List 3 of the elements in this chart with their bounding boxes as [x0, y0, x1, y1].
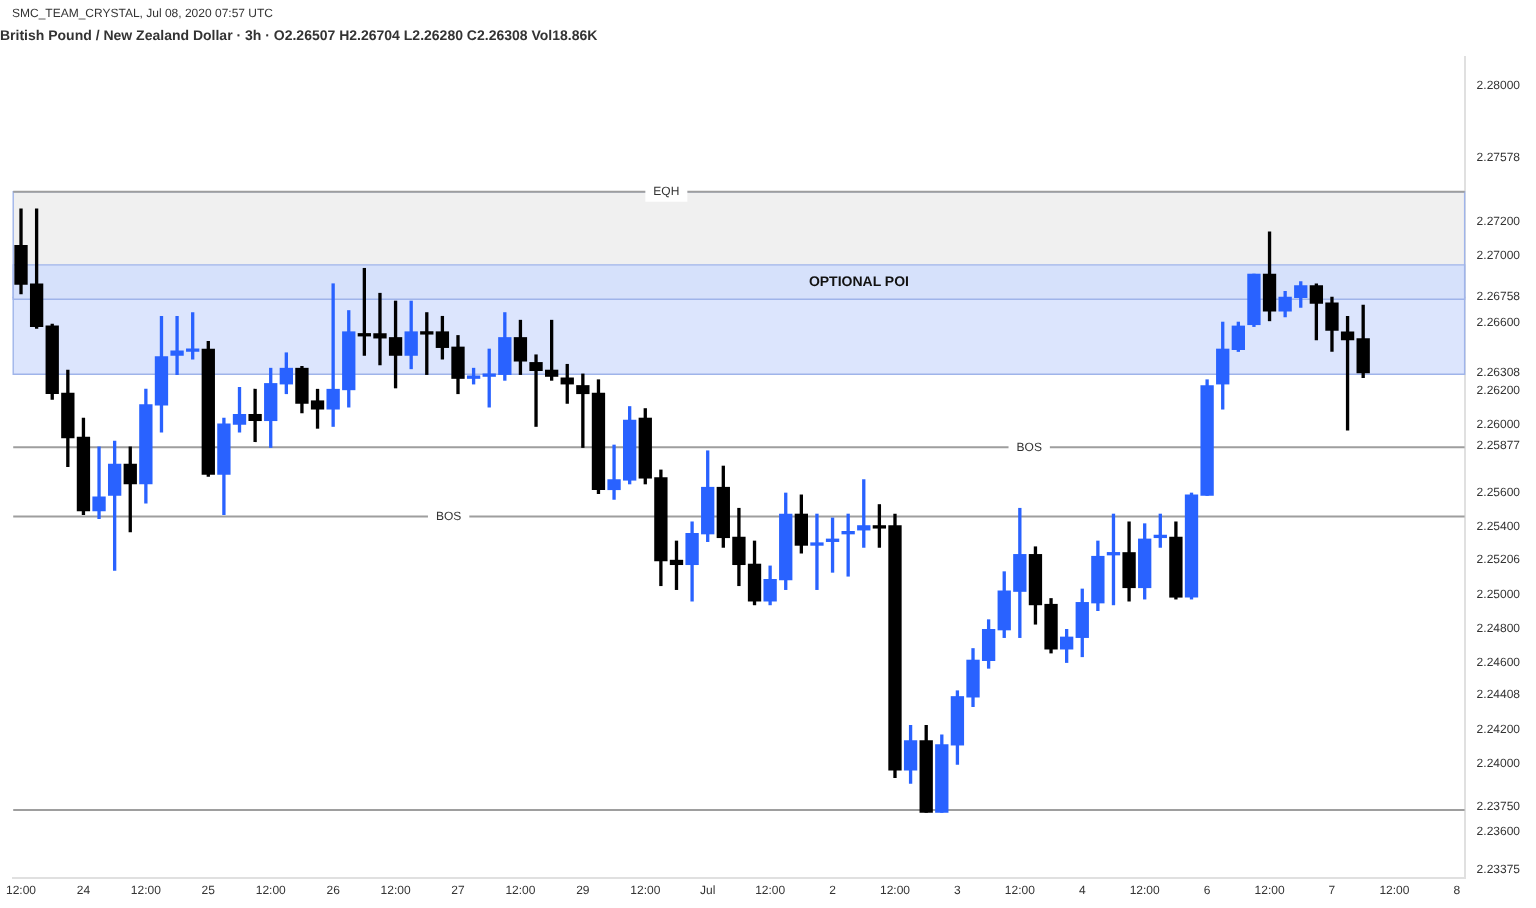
candlestick	[248, 388, 262, 443]
candlestick	[92, 446, 106, 519]
candlestick	[810, 513, 824, 590]
